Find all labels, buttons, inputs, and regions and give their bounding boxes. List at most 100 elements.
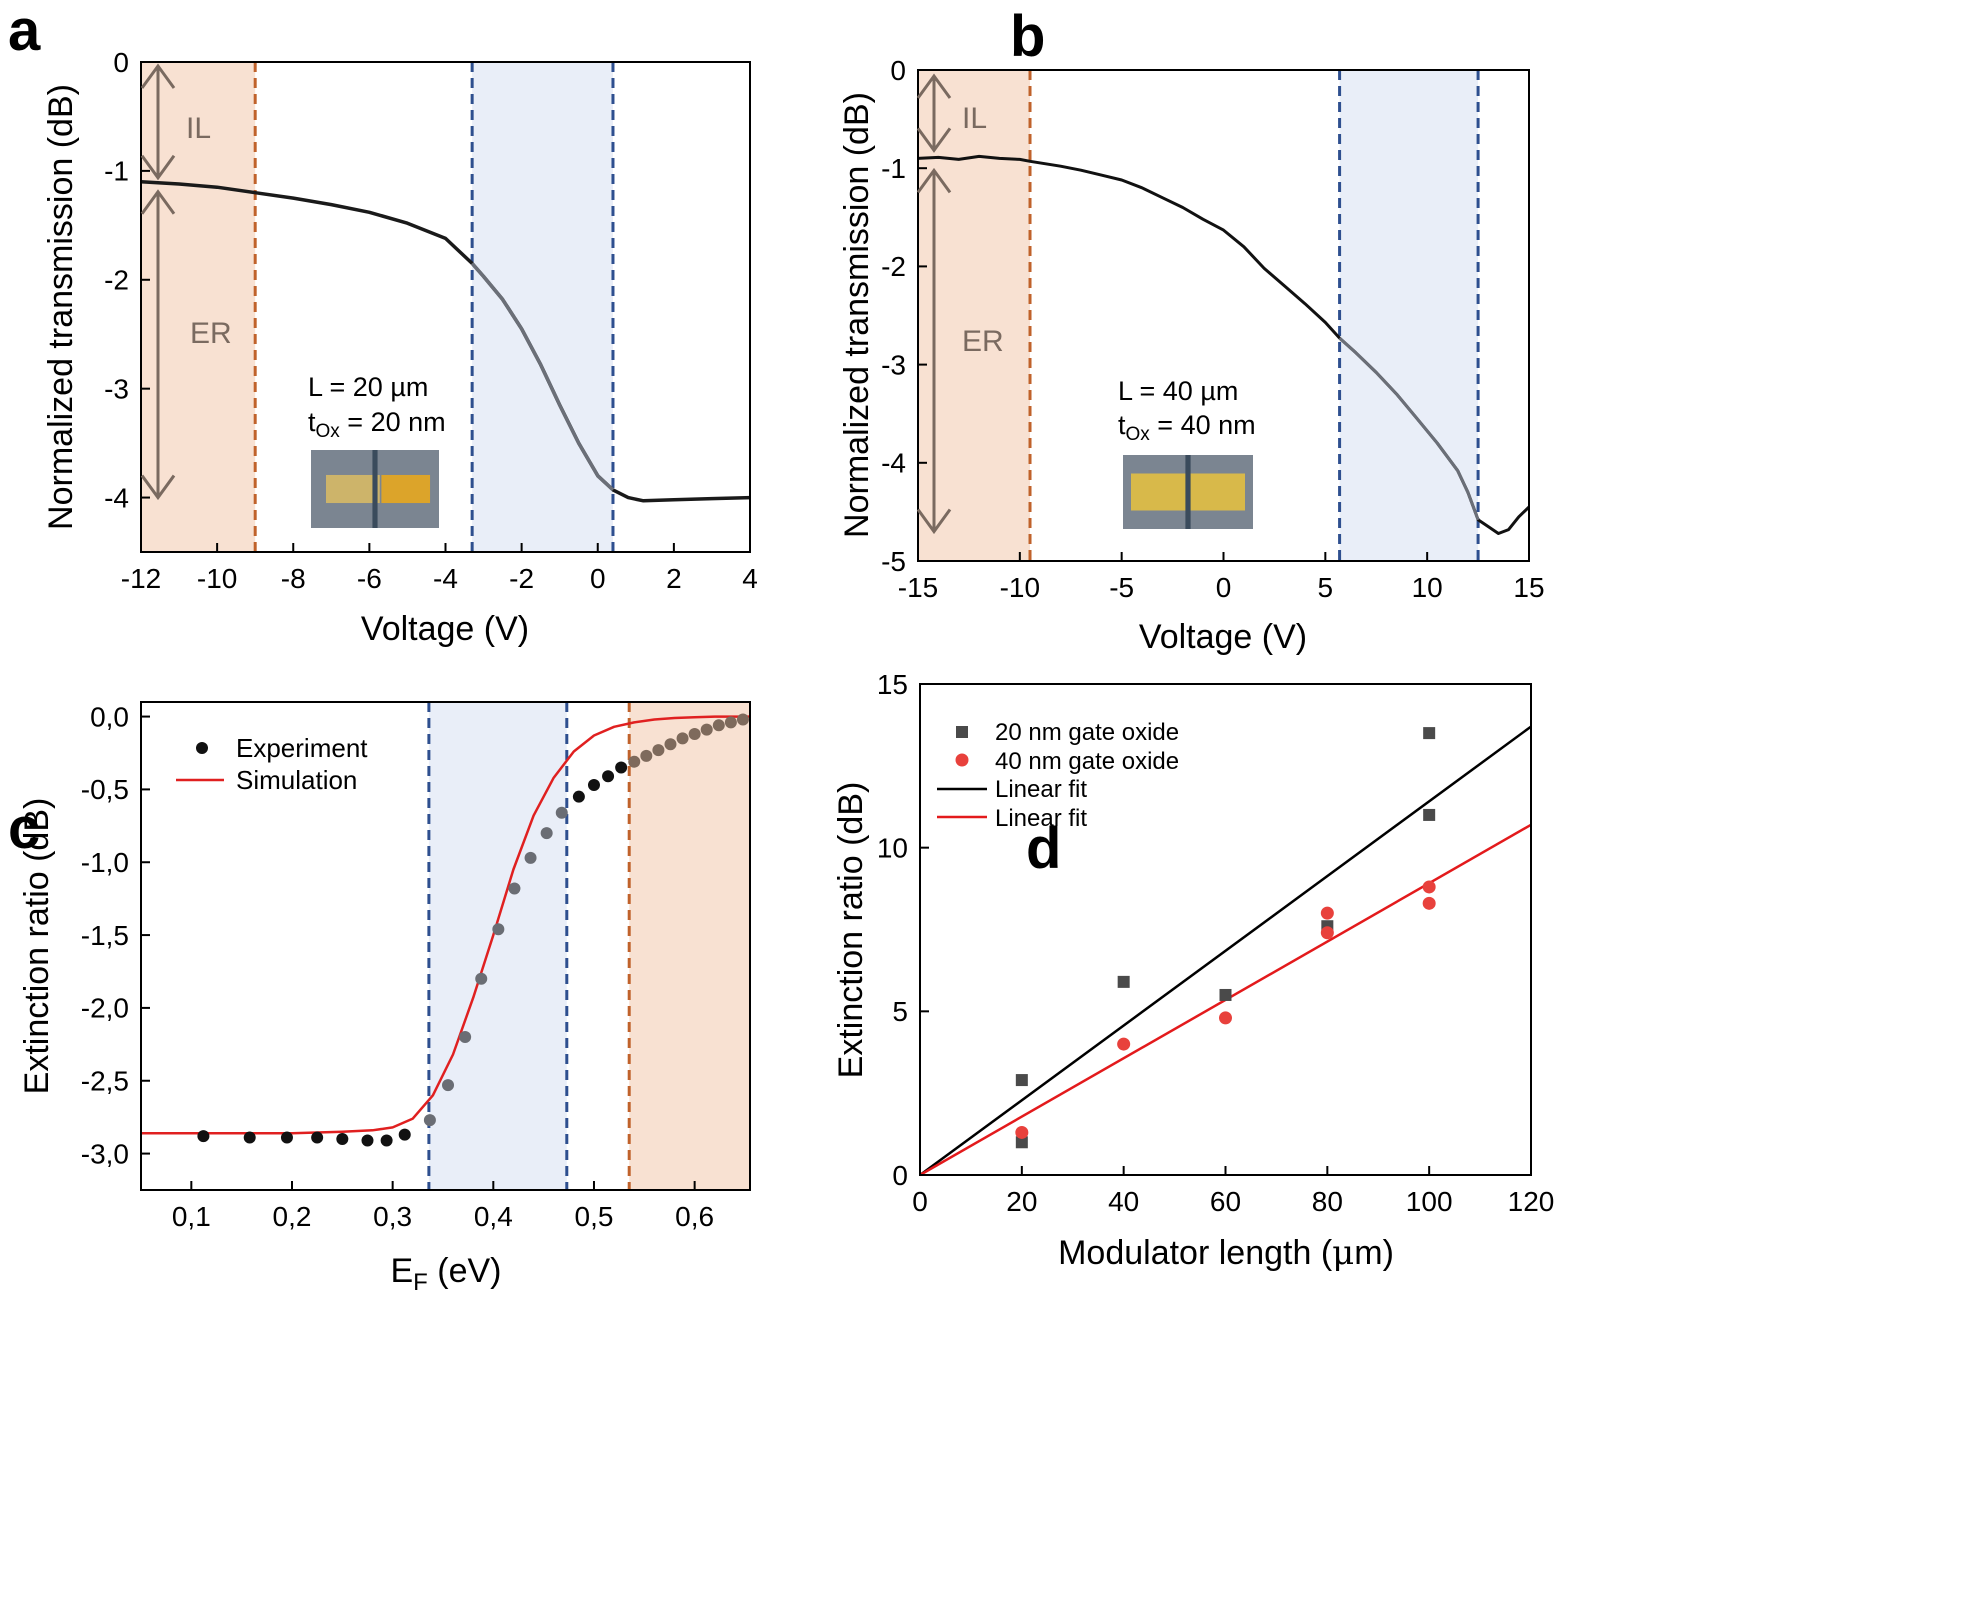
experiment-point bbox=[628, 755, 641, 768]
panel-label-a: a bbox=[8, 0, 41, 63]
data-point-20nm bbox=[1015, 1074, 1028, 1087]
legend-marker-40nm bbox=[955, 753, 969, 767]
experiment-point bbox=[524, 851, 537, 864]
panel-d-chart: 0 20 40 60 80 100 120 0 5 10 15 20 nm gate oxide40 … bbox=[832, 669, 1554, 1273]
inset-waveguide bbox=[1185, 455, 1191, 529]
shaded-region bbox=[472, 62, 613, 552]
y-tick-label: -3,0 bbox=[81, 1138, 129, 1169]
length-label: L = 40 µm bbox=[1118, 376, 1238, 406]
experiment-point bbox=[652, 744, 665, 757]
x-tick-label: 0,4 bbox=[474, 1201, 513, 1232]
x-tick-label: 20 bbox=[1006, 1186, 1037, 1217]
x-tick-label: 0,5 bbox=[575, 1201, 614, 1232]
experiment-point bbox=[540, 827, 553, 840]
experiment-point bbox=[676, 732, 689, 745]
x-axis-title: Voltage (V) bbox=[361, 610, 529, 648]
experiment-point bbox=[361, 1134, 374, 1147]
x-tick-label: 0,6 bbox=[675, 1201, 714, 1232]
y-axis-title: Normalized transmission (dB) bbox=[838, 92, 876, 538]
panel-b-chart: -15 -10 -5 0 5 10 15 0 -1 -2 -3 -4 -5 IL ER L = 40 µm tO… bbox=[838, 55, 1545, 656]
y-tick-label: -4 bbox=[881, 448, 906, 479]
y-tick-label: -1 bbox=[881, 153, 906, 184]
y-tick-label: 0 bbox=[113, 47, 129, 78]
experiment-point bbox=[555, 806, 568, 819]
il-label: IL bbox=[962, 102, 987, 135]
data-point-20nm bbox=[1117, 975, 1130, 988]
x-tick-label: -4 bbox=[433, 563, 458, 594]
shaded-region bbox=[1339, 70, 1479, 561]
arrow-head-down bbox=[916, 127, 952, 153]
er-label: ER bbox=[962, 325, 1004, 358]
il-label: IL bbox=[186, 112, 211, 145]
inset-electrode-left bbox=[326, 474, 380, 504]
y-tick-label: -2,5 bbox=[81, 1066, 129, 1097]
panel-a-chart: -12 -10 -8 -6 -4 -2 0 2 4 0 -1 -2 -3 -4 IL ER L = 20 µm t… bbox=[42, 47, 758, 648]
inset-electrode-right bbox=[381, 474, 431, 504]
x-tick-label: 2 bbox=[666, 563, 682, 594]
y-tick-label: 5 bbox=[892, 996, 908, 1027]
panel-label-c: c bbox=[8, 796, 40, 861]
data-point-40nm bbox=[1219, 1011, 1232, 1025]
experiment-point bbox=[736, 713, 749, 726]
data-point-20nm bbox=[1423, 727, 1436, 740]
x-tick-label: 0 bbox=[590, 563, 606, 594]
y-tick-label: -1,0 bbox=[81, 847, 129, 878]
arrow-head-up bbox=[916, 167, 952, 194]
experiment-point bbox=[243, 1131, 256, 1144]
simulation-curve bbox=[141, 715, 750, 1135]
legend-label-20nm: 20 nm gate oxide bbox=[995, 719, 1179, 746]
arrow-head-up bbox=[140, 189, 176, 215]
x-tick-label: 5 bbox=[1318, 572, 1334, 603]
x-tick-label: 0,3 bbox=[373, 1201, 412, 1232]
inset-waveguide bbox=[372, 450, 378, 528]
x-tick-label: 0 bbox=[912, 1186, 928, 1217]
arrow-head-down bbox=[140, 474, 176, 501]
x-tick-label: 15 bbox=[1513, 572, 1544, 603]
experiment-point bbox=[615, 761, 628, 774]
experiment-point bbox=[587, 779, 600, 792]
experiment-point bbox=[572, 790, 585, 803]
y-tick-label: -2 bbox=[881, 251, 906, 282]
experiment-point bbox=[640, 749, 653, 762]
x-tick-label: -10 bbox=[197, 563, 237, 594]
experiment-point bbox=[492, 923, 505, 936]
shaded-region bbox=[141, 62, 256, 552]
experiment-point bbox=[475, 972, 488, 985]
experiment-point bbox=[336, 1133, 349, 1146]
legend-marker-20nm bbox=[956, 726, 968, 738]
x-tick-label: 120 bbox=[1508, 1186, 1555, 1217]
experiment-point bbox=[700, 723, 713, 736]
y-tick-label: -2 bbox=[104, 265, 129, 296]
legend-experiment-marker bbox=[196, 742, 208, 754]
y-axis-title: Extinction ratio (dB) bbox=[18, 798, 56, 1095]
y-tick-label: 15 bbox=[877, 669, 908, 700]
x-tick-label: -2 bbox=[509, 563, 534, 594]
x-tick-label: 10 bbox=[1412, 572, 1443, 603]
x-tick-label: -12 bbox=[121, 563, 161, 594]
panel-label-d: d bbox=[1026, 816, 1061, 881]
legend-label-fit-red: Linear fit bbox=[995, 805, 1087, 832]
experiment-point bbox=[398, 1128, 411, 1141]
linear-fit-20nm bbox=[919, 725, 1532, 1177]
data-point-40nm bbox=[1015, 1125, 1029, 1139]
y-tick-label: -0,5 bbox=[81, 774, 129, 805]
arrow-head-down bbox=[140, 154, 176, 181]
experiment-point bbox=[712, 719, 725, 732]
data-point-20nm bbox=[1015, 1136, 1028, 1149]
experiment-point bbox=[688, 728, 701, 741]
legend-label-40nm: 40 nm gate oxide bbox=[995, 748, 1179, 775]
experiment-point bbox=[423, 1114, 436, 1127]
experiment-point bbox=[508, 882, 521, 895]
experiment-point bbox=[380, 1134, 393, 1147]
y-tick-label: -1,5 bbox=[81, 920, 129, 951]
y-tick-label: -1 bbox=[104, 156, 129, 187]
x-tick-label: 0,2 bbox=[273, 1201, 312, 1232]
experiment-point bbox=[442, 1079, 455, 1092]
experiment-point bbox=[602, 770, 615, 783]
experiment-point bbox=[311, 1131, 324, 1144]
x-tick-label: 40 bbox=[1108, 1186, 1139, 1217]
panel-c-chart: 0,1 0,2 0,3 0,4 0,5 0,6 0,0 -0,5 -1,0 -1,5 -2,0 -2,… bbox=[18, 701, 751, 1296]
experiment-point bbox=[724, 716, 737, 729]
transmission-curve-highlight bbox=[1338, 336, 1480, 521]
